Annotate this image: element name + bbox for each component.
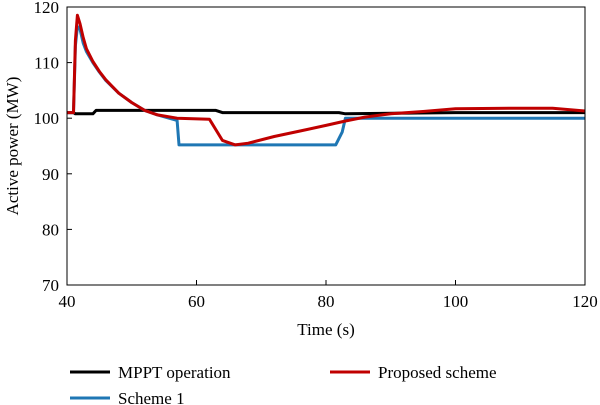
y-tick-label: 70 — [42, 276, 59, 295]
x-tick-label: 120 — [572, 292, 598, 311]
legend: MPPT operation Scheme 1 Proposed scheme — [70, 363, 497, 405]
y-tick-label: 90 — [42, 165, 59, 184]
legend-label-scheme-1: Scheme 1 — [118, 389, 185, 405]
y-tick-label: 110 — [34, 54, 59, 73]
legend-label-proposed-scheme: Proposed scheme — [378, 363, 497, 382]
x-tick-label: 60 — [188, 292, 205, 311]
series-line-proposed-scheme — [67, 13, 586, 147]
y-tick-label: 120 — [34, 0, 60, 17]
y-tick-label: 80 — [42, 220, 59, 239]
x-axis-label: Time (s) — [297, 320, 354, 339]
x-tick-label: 100 — [443, 292, 469, 311]
y-tick-label: 100 — [34, 109, 60, 128]
x-tick-label: 40 — [59, 292, 76, 311]
series-layer — [67, 13, 586, 147]
ticks-layer: 40 60 80 100 120 70 80 90 100 110 120 — [34, 0, 598, 311]
legend-label-mppt-operation: MPPT operation — [118, 363, 231, 382]
x-tick-label: 80 — [318, 292, 335, 311]
y-axis-label: Active power (MW) — [3, 77, 22, 216]
series-line-scheme-1 — [67, 25, 585, 147]
